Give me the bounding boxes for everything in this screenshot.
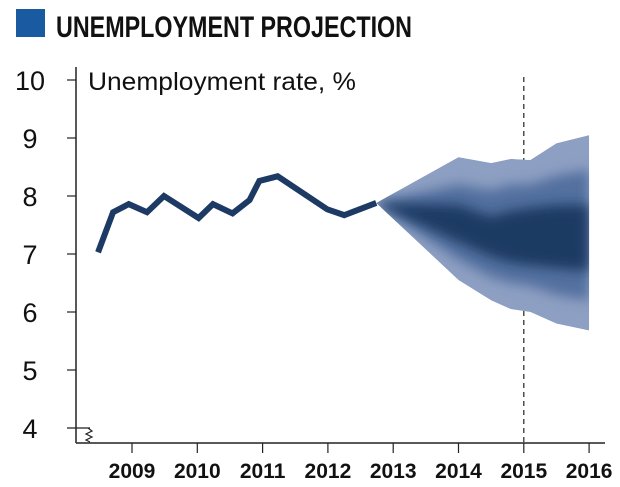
x-tick-label: 2009 (109, 460, 156, 483)
x-tick-label: 2015 (500, 460, 547, 483)
actual-rate-line (95, 173, 378, 254)
y-tick-label: 6 (22, 298, 37, 328)
series-lines (95, 173, 378, 254)
axes: 4 5 6 7 8 9 10 2009 2010 2011 2012 2013 2014 2015 2016 (15, 66, 612, 483)
x-tick-label: 2016 (566, 460, 613, 483)
y-tick-label: 5 (22, 356, 37, 386)
x-tick-label: 2013 (370, 460, 417, 483)
y-axis-label: Unemployment rate, % (88, 68, 356, 96)
x-tick-label: 2014 (435, 460, 482, 483)
axis-break-icon (84, 427, 94, 443)
x-tick-label: 2011 (240, 460, 286, 483)
y-tick-label: 10 (15, 66, 45, 96)
y-tick-label: 8 (22, 182, 37, 212)
y-tick-label: 4 (22, 414, 37, 444)
x-tick-label: 2012 (305, 460, 352, 483)
projection-fan (376, 135, 590, 331)
chart-title: UNEMPLOYMENT PROJECTION (56, 11, 412, 44)
fan-inner-band (376, 202, 590, 272)
y-tick-label: 9 (22, 124, 37, 154)
title-square-icon (16, 9, 45, 37)
y-tick-label: 7 (22, 240, 37, 270)
x-tick-label: 2010 (174, 460, 221, 483)
